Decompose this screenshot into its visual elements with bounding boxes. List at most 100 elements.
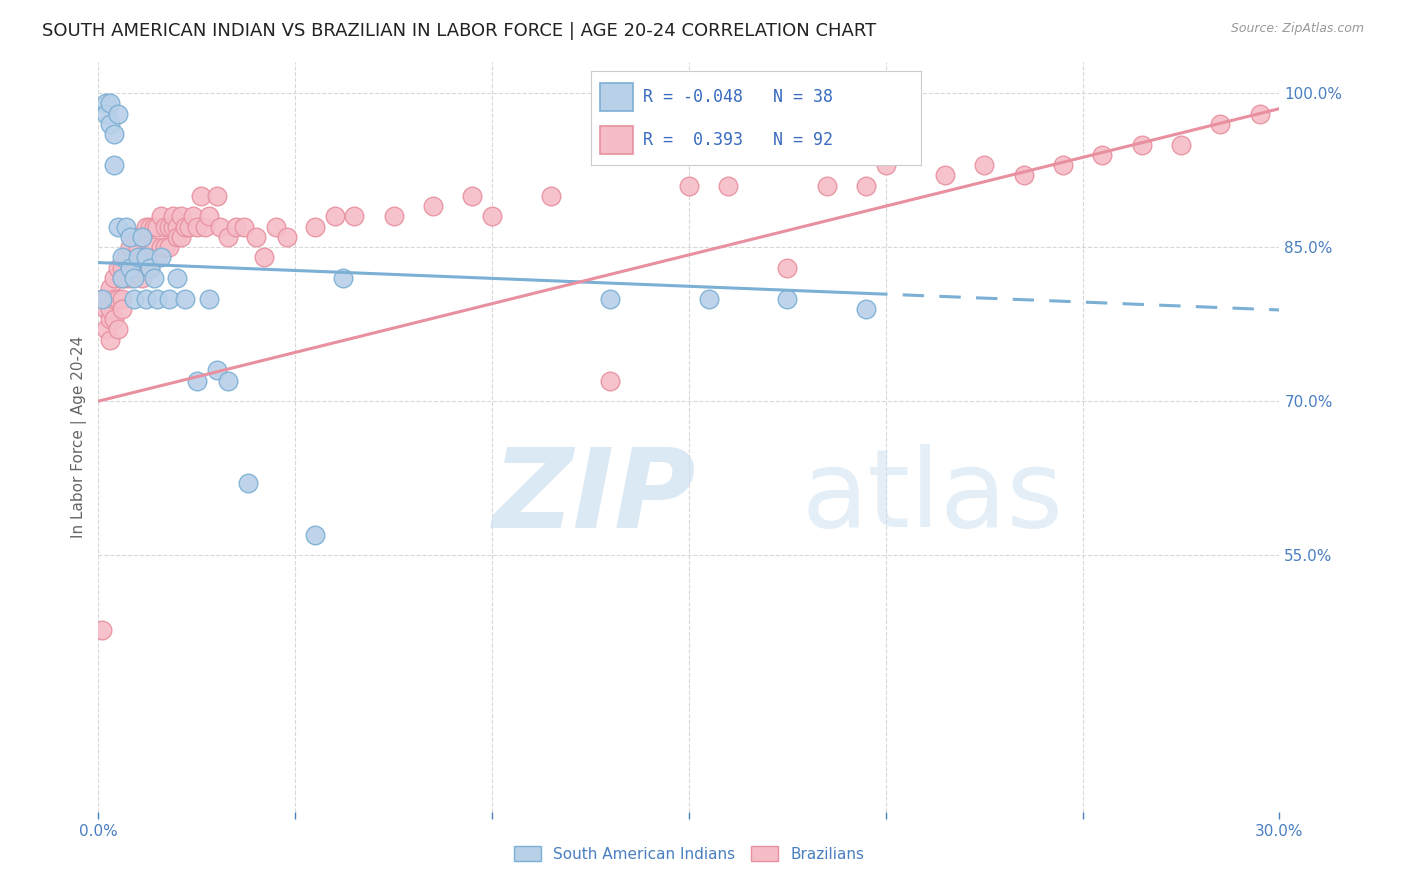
Point	[776, 260, 799, 275]
Point	[1209, 117, 1232, 131]
Point	[122, 230, 145, 244]
Point	[111, 271, 134, 285]
Point	[135, 292, 157, 306]
Text: Source: ZipAtlas.com: Source: ZipAtlas.com	[1230, 22, 1364, 36]
Point	[103, 158, 125, 172]
Point	[96, 96, 118, 111]
Point	[98, 333, 121, 347]
Point	[111, 271, 134, 285]
Point	[461, 189, 484, 203]
Text: SOUTH AMERICAN INDIAN VS BRAZILIAN IN LABOR FORCE | AGE 20-24 CORRELATION CHART: SOUTH AMERICAN INDIAN VS BRAZILIAN IN LA…	[42, 22, 876, 40]
Point	[115, 251, 138, 265]
Point	[276, 230, 298, 244]
Point	[155, 240, 177, 254]
Point	[103, 292, 125, 306]
Point	[599, 292, 621, 306]
Point	[118, 260, 141, 275]
Point	[150, 210, 173, 224]
Point	[157, 292, 180, 306]
Point	[174, 219, 197, 234]
Point	[150, 251, 173, 265]
Point	[131, 251, 153, 265]
Text: R = -0.048   N = 38: R = -0.048 N = 38	[644, 87, 834, 105]
Point	[111, 292, 134, 306]
Point	[122, 260, 145, 275]
Point	[146, 219, 169, 234]
Point	[138, 251, 160, 265]
Point	[934, 169, 956, 183]
Point	[111, 260, 134, 275]
Point	[98, 96, 121, 111]
Point	[174, 292, 197, 306]
Point	[107, 219, 129, 234]
Point	[103, 312, 125, 326]
Point	[1170, 137, 1192, 152]
Point	[236, 476, 259, 491]
Point	[96, 107, 118, 121]
Point	[146, 251, 169, 265]
Point	[150, 240, 173, 254]
Point	[166, 271, 188, 285]
Point	[1052, 158, 1074, 172]
Point	[107, 322, 129, 336]
Point	[98, 312, 121, 326]
Point	[177, 219, 200, 234]
Point	[135, 219, 157, 234]
Point	[107, 107, 129, 121]
Point	[343, 210, 366, 224]
Point	[98, 281, 121, 295]
Point	[122, 271, 145, 285]
Point	[142, 240, 165, 254]
Point	[98, 117, 121, 131]
Point	[233, 219, 256, 234]
Point	[815, 178, 838, 193]
Bar	[600, 83, 634, 111]
Point	[111, 251, 134, 265]
Legend: South American Indians, Brazilians: South American Indians, Brazilians	[508, 839, 870, 868]
Point	[1130, 137, 1153, 152]
Point	[776, 292, 799, 306]
Point	[118, 260, 141, 275]
Point	[107, 260, 129, 275]
Point	[135, 251, 157, 265]
Point	[127, 260, 149, 275]
Point	[855, 301, 877, 316]
Bar	[600, 126, 634, 153]
Point	[162, 219, 184, 234]
Point	[166, 219, 188, 234]
Point	[142, 271, 165, 285]
Point	[217, 374, 239, 388]
Point	[186, 219, 208, 234]
Point	[697, 292, 720, 306]
Point	[245, 230, 267, 244]
Text: ZIP: ZIP	[492, 443, 696, 550]
Point	[131, 230, 153, 244]
Point	[1249, 107, 1271, 121]
Point	[115, 271, 138, 285]
Point	[91, 292, 114, 306]
Point	[127, 240, 149, 254]
Point	[181, 210, 204, 224]
Point	[205, 363, 228, 377]
Point	[118, 271, 141, 285]
Point	[186, 374, 208, 388]
Point	[142, 219, 165, 234]
Point	[855, 178, 877, 193]
Point	[157, 240, 180, 254]
Point	[122, 292, 145, 306]
Point	[131, 230, 153, 244]
Point	[422, 199, 444, 213]
Point	[135, 251, 157, 265]
Point	[599, 374, 621, 388]
Point	[304, 527, 326, 541]
Point	[205, 189, 228, 203]
Point	[91, 623, 114, 637]
Point	[98, 301, 121, 316]
Point	[197, 292, 219, 306]
Point	[170, 230, 193, 244]
Point	[131, 271, 153, 285]
Point	[190, 189, 212, 203]
Point	[323, 210, 346, 224]
Point	[162, 210, 184, 224]
Point	[170, 210, 193, 224]
